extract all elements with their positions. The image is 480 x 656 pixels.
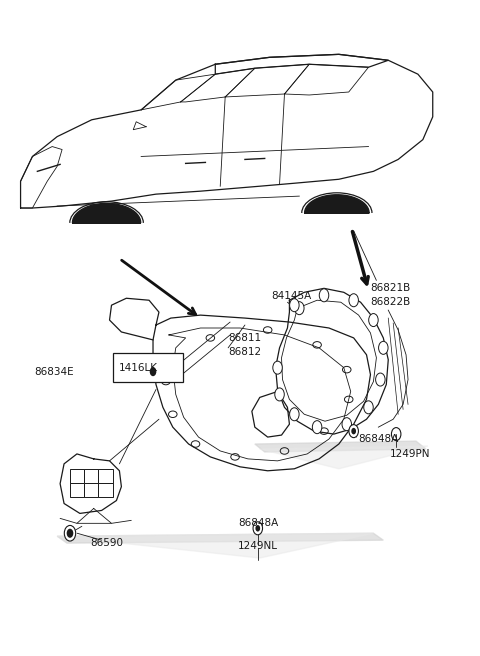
- Polygon shape: [305, 195, 369, 213]
- Text: 84145A: 84145A: [272, 291, 312, 301]
- Text: 86848A: 86848A: [238, 518, 278, 528]
- Circle shape: [253, 522, 263, 535]
- Text: 86811: 86811: [228, 333, 261, 343]
- Polygon shape: [72, 203, 141, 223]
- Circle shape: [369, 314, 378, 327]
- Text: 1416LK: 1416LK: [119, 363, 158, 373]
- Text: 86834E: 86834E: [35, 367, 74, 377]
- Circle shape: [273, 361, 282, 374]
- Polygon shape: [260, 446, 428, 469]
- Circle shape: [295, 302, 304, 315]
- Circle shape: [351, 428, 356, 434]
- Circle shape: [64, 525, 76, 541]
- Text: 86590: 86590: [90, 538, 123, 548]
- Polygon shape: [57, 533, 373, 558]
- Bar: [98, 469, 113, 483]
- Bar: [70, 483, 84, 497]
- Circle shape: [67, 529, 73, 538]
- Circle shape: [150, 367, 156, 376]
- Circle shape: [349, 294, 359, 307]
- Circle shape: [379, 341, 388, 354]
- Text: 86822B: 86822B: [371, 297, 411, 307]
- Polygon shape: [255, 441, 426, 452]
- Circle shape: [275, 388, 284, 401]
- Circle shape: [319, 289, 329, 302]
- Text: 1249NL: 1249NL: [238, 541, 278, 551]
- Bar: [70, 469, 84, 483]
- Circle shape: [349, 424, 359, 438]
- Circle shape: [289, 298, 299, 312]
- Text: 1249PN: 1249PN: [390, 449, 431, 459]
- Text: 86812: 86812: [228, 347, 261, 357]
- FancyBboxPatch shape: [112, 354, 183, 382]
- Bar: [98, 483, 113, 497]
- Circle shape: [376, 373, 385, 386]
- Circle shape: [255, 525, 260, 531]
- Polygon shape: [57, 533, 384, 543]
- Circle shape: [289, 408, 299, 420]
- Bar: [84, 469, 98, 483]
- Bar: [84, 483, 98, 497]
- Circle shape: [312, 420, 322, 434]
- Text: 86848A: 86848A: [359, 434, 399, 444]
- Circle shape: [342, 418, 351, 431]
- Circle shape: [147, 363, 159, 380]
- Circle shape: [364, 401, 373, 414]
- Text: 86821B: 86821B: [371, 283, 411, 293]
